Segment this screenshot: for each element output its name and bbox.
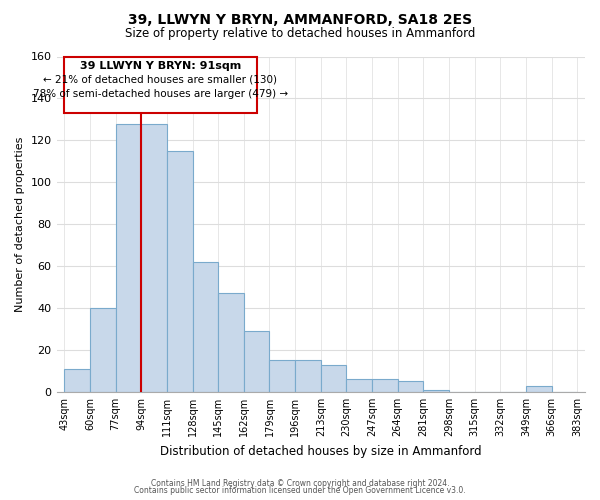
Text: ← 21% of detached houses are smaller (130): ← 21% of detached houses are smaller (13…: [43, 74, 277, 85]
Bar: [218, 294, 244, 392]
Bar: [244, 331, 269, 392]
Bar: [295, 360, 321, 392]
Bar: [141, 124, 167, 392]
Text: Contains HM Land Registry data © Crown copyright and database right 2024.: Contains HM Land Registry data © Crown c…: [151, 478, 449, 488]
Bar: [398, 382, 424, 392]
Bar: [321, 364, 346, 392]
Bar: [90, 308, 116, 392]
Y-axis label: Number of detached properties: Number of detached properties: [15, 136, 25, 312]
Bar: [167, 151, 193, 392]
Text: Contains public sector information licensed under the Open Government Licence v3: Contains public sector information licen…: [134, 486, 466, 495]
FancyBboxPatch shape: [64, 56, 257, 113]
Bar: [346, 380, 372, 392]
Bar: [193, 262, 218, 392]
Bar: [269, 360, 295, 392]
Bar: [424, 390, 449, 392]
Bar: [64, 369, 90, 392]
Text: 39, LLWYN Y BRYN, AMMANFORD, SA18 2ES: 39, LLWYN Y BRYN, AMMANFORD, SA18 2ES: [128, 12, 472, 26]
Text: 78% of semi-detached houses are larger (479) →: 78% of semi-detached houses are larger (…: [33, 89, 288, 99]
Text: 39 LLWYN Y BRYN: 91sqm: 39 LLWYN Y BRYN: 91sqm: [80, 60, 241, 70]
Bar: [116, 124, 141, 392]
Bar: [372, 380, 398, 392]
Text: Size of property relative to detached houses in Ammanford: Size of property relative to detached ho…: [125, 28, 475, 40]
Bar: [526, 386, 551, 392]
X-axis label: Distribution of detached houses by size in Ammanford: Distribution of detached houses by size …: [160, 444, 482, 458]
